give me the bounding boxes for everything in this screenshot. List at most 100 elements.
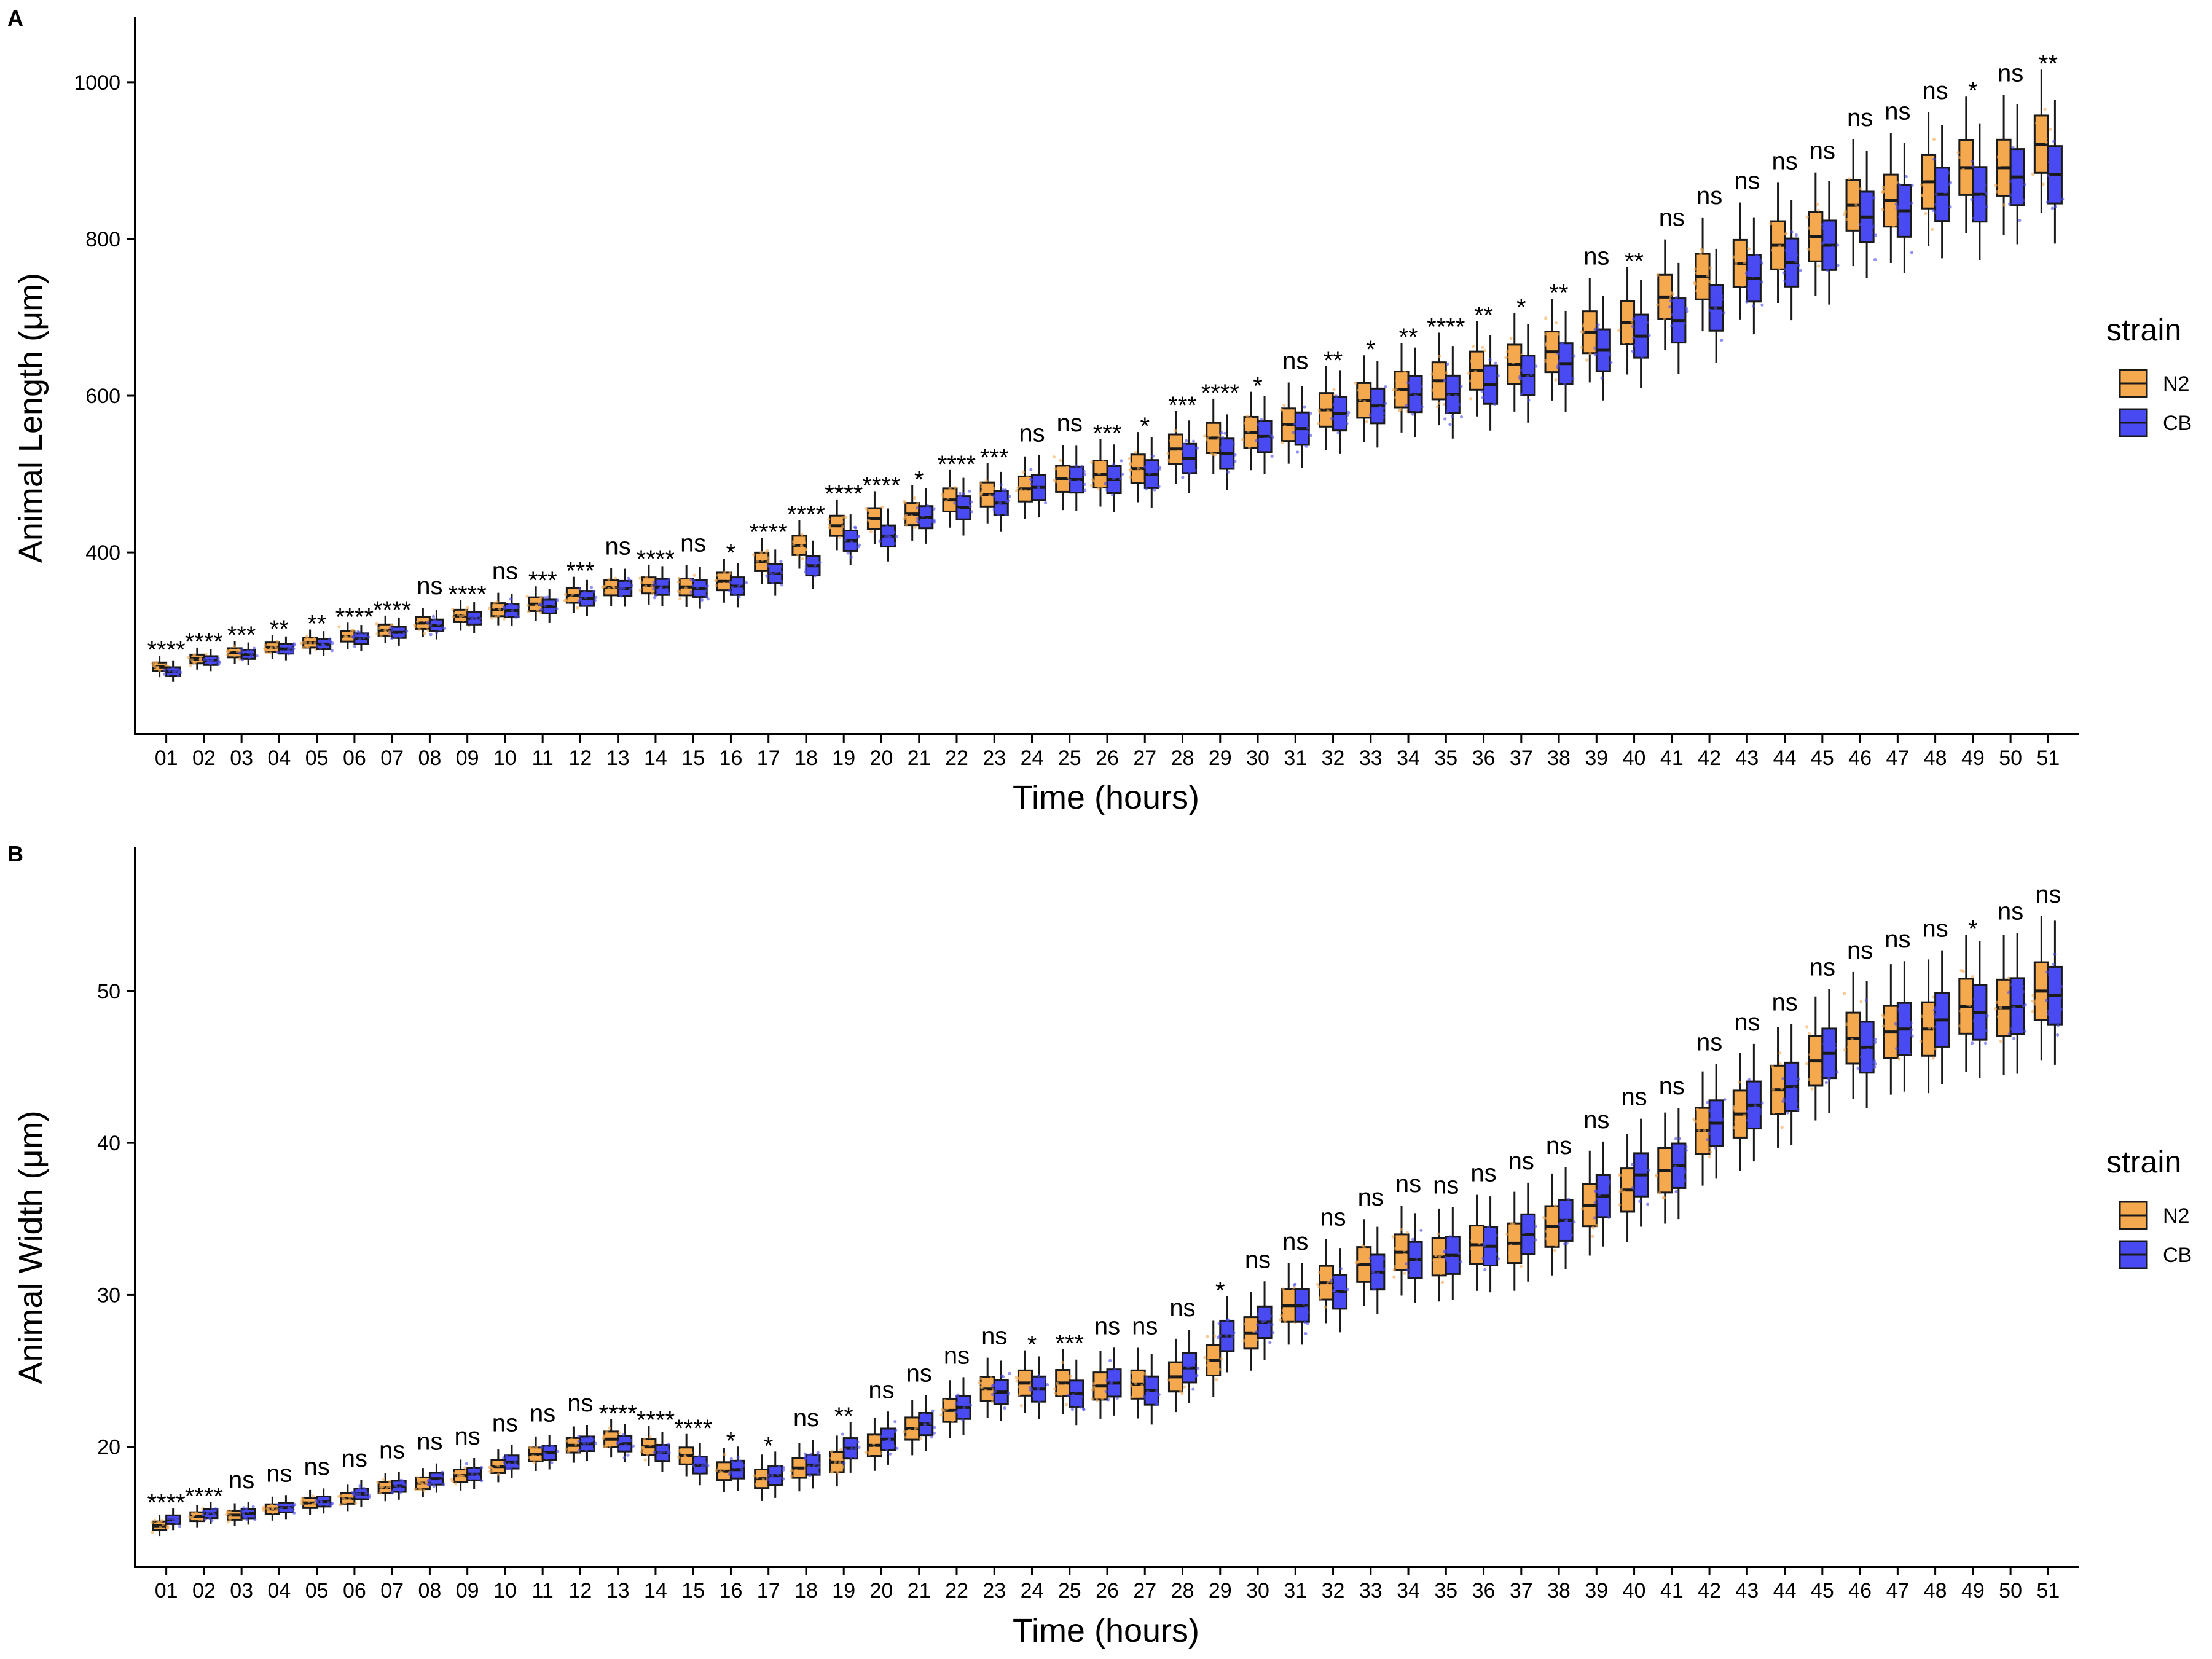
panel-b-point-n2 [1209,1370,1212,1373]
panel-a-point-n2 [793,538,797,541]
panel-a-point-cb [327,637,331,641]
panel-b-point-n2 [1281,1315,1285,1319]
panel-a-point-cb [359,633,363,637]
panel-a-point-n2 [941,492,944,496]
panel-a-point-cb [1411,401,1416,404]
panel-b-point-cb [879,1435,883,1438]
panel-b-point-cb [1037,1387,1040,1390]
panel-a-point-n2 [827,517,831,521]
panel-a-point-cb [2012,192,2016,195]
panel-a-point-cb [1636,344,1640,348]
panel-a-point-n2 [603,584,607,589]
panel-b-point-cb [428,1482,431,1486]
panel-a-point-n2 [1509,336,1513,340]
panel-a-point-cb [659,586,662,590]
panel-a-point-n2 [345,636,349,640]
panel-a-point-cb [399,633,402,637]
panel-a-point-cb [1036,475,1040,479]
panel-b-x-tick-label: 43 [1735,1579,1759,1602]
panel-a-point-cb [283,645,287,649]
panel-b-point-cb [2023,1029,2027,1033]
panel-a-point-cb [1872,196,1876,200]
panel-b-point-n2 [838,1467,842,1471]
panel-b-point-n2 [1319,1296,1322,1300]
panel-a-point-cb [1745,273,1749,276]
panel-a-point-cb [1347,410,1351,414]
panel-a-point-cb [779,565,783,568]
panel-b-significance-31: ns [1282,1228,1308,1255]
panel-b-point-n2 [1360,1270,1363,1274]
panel-a-point-cb [1572,354,1576,358]
panel-a-point-n2 [1174,429,1177,433]
panel-a-point-cb [1299,423,1303,426]
panel-a-point-n2 [1845,218,1848,221]
panel-a-point-cb [2018,219,2022,222]
panel-a-point-cb [1182,442,1186,446]
panel-a-point-cb [738,583,742,587]
panel-a-point-n2 [422,632,426,635]
panel-b-point-n2 [1999,1006,2002,1010]
panel-b-point-cb [1676,1159,1680,1164]
panel-a-point-n2 [1854,203,1858,206]
panel-b-point-n2 [1779,1069,1783,1073]
panel-b-point-cb [1985,1014,1989,1018]
panel-b-point-n2 [1470,1239,1474,1242]
panel-b-point-n2 [1283,1320,1287,1324]
panel-b-point-n2 [1139,1378,1142,1382]
panel-b-point-cb [246,1510,250,1514]
panel-b-point-n2 [262,1505,265,1509]
panel-a-point-cb [1934,203,1938,206]
panel-a-point-n2 [953,486,957,490]
panel-b-point-cb [1712,1116,1716,1120]
panel-b-point-cb [1002,1400,1006,1403]
panel-b-point-n2 [1733,1107,1737,1110]
panel-a-point-cb [1609,361,1613,364]
panel-a-point-n2 [1290,409,1293,413]
panel-b-point-cb [1372,1287,1376,1291]
panel-a-point-cb [587,600,590,604]
panel-b-point-cb [740,1472,743,1476]
panel-a-point-n2 [265,651,269,655]
panel-b-point-cb [1113,1379,1118,1382]
panel-a-point-cb [1446,363,1449,366]
panel-a-point-n2 [1843,213,1846,216]
panel-b-point-cb [933,1426,936,1429]
panel-a-point-cb [217,659,221,664]
panel-a-point-cb [1041,480,1045,484]
panel-a-point-cb [1112,487,1115,490]
panel-a-point-cb [1184,439,1188,442]
panel-a-point-n2 [1245,414,1249,418]
panel-b-point-cb [1759,1108,1763,1112]
panel-a-point-cb [1751,274,1755,278]
panel-b-point-n2 [1433,1253,1437,1257]
panel-b-point-n2 [1061,1360,1064,1364]
panel-b-point-n2 [1736,1120,1740,1124]
panel-b-point-n2 [1215,1378,1218,1381]
panel-b-point-n2 [1694,1120,1698,1123]
panel-a-significance-14: **** [637,546,675,573]
panel-b-point-n2 [872,1434,876,1438]
panel-b-point-n2 [1252,1327,1255,1330]
panel-b-point-cb [1792,1086,1796,1090]
panel-a-point-cb [1973,175,1977,179]
panel-a-point-n2 [1394,396,1397,399]
panel-b-point-cb [1408,1273,1412,1277]
panel-a-point-cb [516,605,520,609]
panel-b-point-n2 [984,1388,987,1392]
panel-b-point-n2 [1850,1038,1854,1042]
panel-a-point-n2 [1548,354,1553,358]
panel-b-point-cb [1185,1363,1188,1368]
panel-a-point-cb [1782,271,1786,275]
panel-b-point-n2 [756,1475,759,1479]
panel-b-point-cb [358,1484,362,1488]
panel-a-point-cb [206,659,211,663]
panel-b-point-cb [1006,1392,1011,1396]
panel-a-point-cb [1069,467,1072,471]
panel-b-x-tick-label: 06 [343,1579,366,1602]
panel-b-point-cb [1747,1078,1751,1081]
panel-b-x-tick-label: 26 [1096,1579,1119,1602]
panel-b-point-cb [1459,1260,1463,1264]
panel-a-point-cb [2053,205,2058,209]
panel-b-point-n2 [1551,1220,1555,1223]
panel-a-point-cb [441,626,445,630]
